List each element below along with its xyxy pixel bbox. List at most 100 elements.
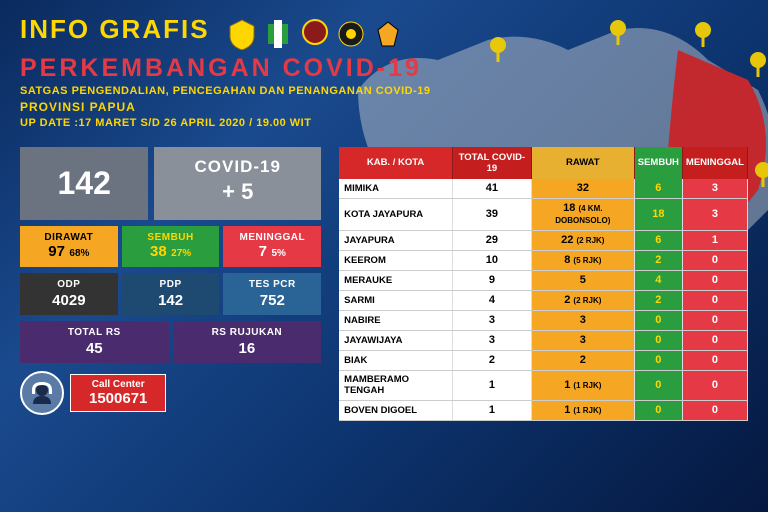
stat-sembuh: SEMBUH 38 27% bbox=[122, 226, 220, 267]
cell-name: MAMBERAMO TENGAH bbox=[339, 370, 452, 400]
cell-rawat: 2 (2 RJK) bbox=[531, 290, 634, 310]
cell-name: BIAK bbox=[339, 350, 452, 370]
table-row: MIMIKA413263 bbox=[339, 179, 747, 199]
crest-4-icon bbox=[337, 18, 365, 50]
crest-2-icon bbox=[264, 18, 292, 50]
cell-sembuh: 2 bbox=[634, 250, 682, 270]
cell-total: 39 bbox=[452, 198, 531, 230]
cell-meninggal: 0 bbox=[682, 270, 747, 290]
cell-sembuh: 6 bbox=[634, 230, 682, 250]
cell-total: 9 bbox=[452, 270, 531, 290]
province-label: PROVINSI PAPUA bbox=[20, 100, 748, 114]
cell-meninggal: 0 bbox=[682, 250, 747, 270]
title-infografis: INFO GRAFIS bbox=[20, 14, 210, 45]
table-row: KOTA JAYAPURA3918 (4 KM. DOBONSOLO)183 bbox=[339, 198, 747, 230]
cell-rawat: 3 bbox=[531, 330, 634, 350]
cell-name: KOTA JAYAPURA bbox=[339, 198, 452, 230]
cell-meninggal: 0 bbox=[682, 290, 747, 310]
stat-pdp: PDP 142 bbox=[122, 273, 220, 315]
cell-rawat: 5 bbox=[531, 270, 634, 290]
cell-name: JAYAPURA bbox=[339, 230, 452, 250]
cell-rawat: 1 (1 RJK) bbox=[531, 370, 634, 400]
headset-icon bbox=[20, 371, 64, 415]
cell-total: 3 bbox=[452, 330, 531, 350]
update-date: UP DATE :17 MARET S/D 26 APRIL 2020 / 19… bbox=[20, 117, 748, 129]
cell-total: 29 bbox=[452, 230, 531, 250]
table-row: JAYAPURA2922 (2 RJK)61 bbox=[339, 230, 747, 250]
header: INFO GRAFIS PERKEMBANGAN COVID-19 SATGAS… bbox=[0, 0, 768, 137]
cell-meninggal: 0 bbox=[682, 370, 747, 400]
cell-total: 1 bbox=[452, 370, 531, 400]
covid-delta-box: COVID-19 + 5 bbox=[154, 147, 321, 220]
cell-sembuh: 6 bbox=[634, 179, 682, 199]
stat-odp: ODP 4029 bbox=[20, 273, 118, 315]
cell-sembuh: 4 bbox=[634, 270, 682, 290]
th-kab: KAB. / KOTA bbox=[339, 147, 452, 179]
table-row: BIAK2200 bbox=[339, 350, 747, 370]
title-perkembangan: PERKEMBANGAN COVID-19 bbox=[20, 54, 748, 83]
call-center-row: Call Center 1500671 bbox=[20, 371, 321, 415]
cell-sembuh: 18 bbox=[634, 198, 682, 230]
cell-name: JAYAWIJAYA bbox=[339, 330, 452, 350]
cell-meninggal: 3 bbox=[682, 179, 747, 199]
covid-label: COVID-19 bbox=[154, 157, 321, 177]
left-panel: 142 COVID-19 + 5 DIRAWAT 97 68% SEMBUH 3… bbox=[20, 147, 321, 421]
cell-total: 41 bbox=[452, 179, 531, 199]
cell-rawat: 18 (4 KM. DOBONSOLO) bbox=[531, 198, 634, 230]
right-panel: KAB. / KOTA TOTAL COVID-19 RAWAT SEMBUH … bbox=[339, 147, 748, 421]
cell-rawat: 2 bbox=[531, 350, 634, 370]
cell-name: MERAUKE bbox=[339, 270, 452, 290]
table-row: KEEROM108 (5 RJK)20 bbox=[339, 250, 747, 270]
crest-1-icon bbox=[228, 18, 256, 50]
cell-rawat: 1 (1 RJK) bbox=[531, 400, 634, 420]
cell-meninggal: 3 bbox=[682, 198, 747, 230]
cell-sembuh: 0 bbox=[634, 370, 682, 400]
cell-rawat: 3 bbox=[531, 310, 634, 330]
cell-meninggal: 1 bbox=[682, 230, 747, 250]
th-rawat: RAWAT bbox=[531, 147, 634, 179]
cell-rawat: 8 (5 RJK) bbox=[531, 250, 634, 270]
cell-sembuh: 0 bbox=[634, 350, 682, 370]
cell-total: 3 bbox=[452, 310, 531, 330]
cell-sembuh: 0 bbox=[634, 400, 682, 420]
call-center-box: Call Center 1500671 bbox=[70, 374, 166, 412]
total-case-box: 142 bbox=[20, 147, 148, 220]
region-table: KAB. / KOTA TOTAL COVID-19 RAWAT SEMBUH … bbox=[339, 147, 748, 421]
cell-total: 4 bbox=[452, 290, 531, 310]
stat-dirawat: DIRAWAT 97 68% bbox=[20, 226, 118, 267]
cell-rawat: 32 bbox=[531, 179, 634, 199]
cell-sembuh: 2 bbox=[634, 290, 682, 310]
covid-delta: + 5 bbox=[154, 179, 321, 205]
table-row: SARMI42 (2 RJK)20 bbox=[339, 290, 747, 310]
th-sembuh: SEMBUH bbox=[634, 147, 682, 179]
stat-total-rs: TOTAL RS 45 bbox=[20, 321, 169, 363]
stat-meninggal: MENINGGAL 7 5% bbox=[223, 226, 321, 267]
cell-meninggal: 0 bbox=[682, 400, 747, 420]
cell-name: SARMI bbox=[339, 290, 452, 310]
cell-sembuh: 0 bbox=[634, 330, 682, 350]
stat-rs-rujukan: RS RUJUKAN 16 bbox=[173, 321, 322, 363]
cell-total: 2 bbox=[452, 350, 531, 370]
cell-sembuh: 0 bbox=[634, 310, 682, 330]
crest-5-icon bbox=[374, 18, 402, 50]
table-row: MAMBERAMO TENGAH11 (1 RJK)00 bbox=[339, 370, 747, 400]
cell-total: 10 bbox=[452, 250, 531, 270]
cell-name: NABIRE bbox=[339, 310, 452, 330]
cell-meninggal: 0 bbox=[682, 330, 747, 350]
cell-name: BOVEN DIGOEL bbox=[339, 400, 452, 420]
cell-rawat: 22 (2 RJK) bbox=[531, 230, 634, 250]
cell-meninggal: 0 bbox=[682, 350, 747, 370]
stat-pcr: TES PCR 752 bbox=[223, 273, 321, 315]
crest-row bbox=[226, 18, 404, 50]
table-row: BOVEN DIGOEL11 (1 RJK)00 bbox=[339, 400, 747, 420]
subtitle: SATGAS PENGENDALIAN, PENCEGAHAN DAN PENA… bbox=[20, 85, 748, 97]
cell-total: 1 bbox=[452, 400, 531, 420]
cell-name: MIMIKA bbox=[339, 179, 452, 199]
th-meninggal: MENINGGAL bbox=[682, 147, 747, 179]
th-total: TOTAL COVID-19 bbox=[452, 147, 531, 179]
table-row: NABIRE3300 bbox=[339, 310, 747, 330]
cell-name: KEEROM bbox=[339, 250, 452, 270]
cell-meninggal: 0 bbox=[682, 310, 747, 330]
table-row: JAYAWIJAYA3300 bbox=[339, 330, 747, 350]
table-row: MERAUKE9540 bbox=[339, 270, 747, 290]
